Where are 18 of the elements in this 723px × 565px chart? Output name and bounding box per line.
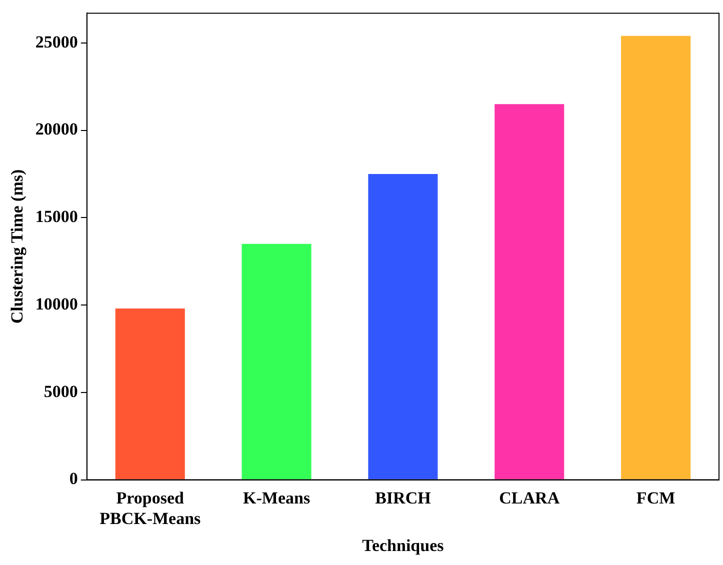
bar (242, 244, 312, 480)
y-tick-label: 25000 (35, 32, 78, 52)
x-axis-title: Techniques (362, 536, 444, 556)
bar (494, 104, 564, 480)
bar (621, 36, 691, 480)
y-tick-label: 5000 (44, 382, 78, 401)
x-tick-label: BIRCH (375, 488, 431, 508)
y-tick-label: 0 (69, 469, 78, 488)
x-tick-label: Proposed PBCK-Means (100, 488, 202, 528)
x-tick-label: FCM (636, 488, 676, 508)
x-tick-label: CLARA (499, 488, 560, 508)
y-tick-label: 20000 (35, 120, 78, 139)
y-tick-label: 10000 (35, 294, 78, 314)
y-axis-title: Clustering Time (ms) (8, 169, 27, 324)
bar (115, 308, 185, 480)
x-tick-label: K-Means (243, 488, 310, 508)
bar (368, 174, 438, 480)
y-tick-label: 15000 (35, 207, 78, 226)
